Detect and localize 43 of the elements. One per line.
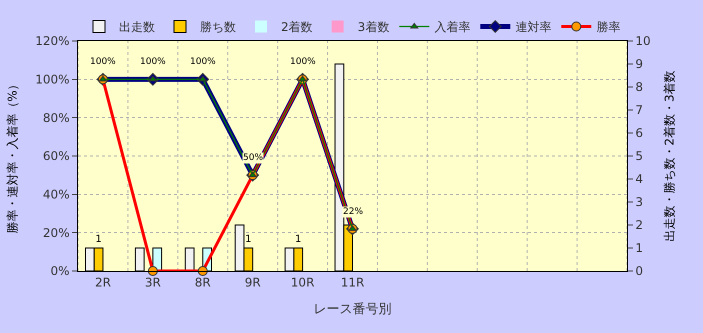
x-tick-label: 10R bbox=[290, 275, 314, 290]
legend-label: 3着数 bbox=[358, 20, 390, 34]
legend-label: 勝率 bbox=[596, 20, 620, 34]
data-label: 1 bbox=[245, 234, 252, 245]
y2-tick-label: 9 bbox=[635, 57, 644, 72]
legend-label: 勝ち数 bbox=[200, 20, 236, 34]
y2-tick-label: 7 bbox=[635, 103, 644, 118]
data-label: 1 bbox=[95, 234, 102, 245]
x-tick-label: 2R bbox=[94, 275, 111, 290]
y-tick-label: 20% bbox=[42, 226, 70, 240]
data-label: 100% bbox=[90, 57, 116, 67]
y-tick-label: 60% bbox=[42, 149, 70, 164]
data-label: 100% bbox=[140, 57, 166, 67]
data-label: 100% bbox=[290, 57, 316, 67]
y-tick-label: 100% bbox=[35, 72, 70, 87]
x-axis-title: レース番号別 bbox=[314, 302, 392, 317]
legend-label: 入着率 bbox=[434, 20, 470, 34]
data-label: 22% bbox=[343, 207, 364, 217]
y2-tick-label: 3 bbox=[635, 195, 644, 210]
y2-tick-label: 2 bbox=[635, 218, 644, 232]
data-label: 100% bbox=[190, 57, 216, 67]
legend-label: 連対率 bbox=[515, 20, 552, 34]
y2-tick-label: 8 bbox=[635, 80, 644, 94]
y2-tick-label: 6 bbox=[635, 126, 644, 140]
y2-tick-label: 5 bbox=[635, 149, 644, 164]
y2-tick-label: 10 bbox=[635, 34, 651, 48]
y-tick-label: 80% bbox=[42, 110, 70, 125]
data-label: 1 bbox=[295, 234, 302, 245]
y2-tick-label: 4 bbox=[635, 172, 644, 186]
legend-label: 2着数 bbox=[281, 20, 313, 34]
x-tick-label: 9R bbox=[244, 275, 261, 290]
y-tick-label: 0% bbox=[50, 264, 70, 278]
y2-tick-label: 1 bbox=[635, 241, 644, 256]
y-axis-title: 勝率・連対率・入着率（%） bbox=[6, 78, 20, 234]
x-tick-label: 11R bbox=[340, 275, 364, 290]
y-tick-label: 120% bbox=[35, 34, 70, 48]
y-tick-label: 40% bbox=[42, 188, 70, 202]
legend-label: 出走数 bbox=[119, 20, 155, 34]
x-tick-label: 8R bbox=[194, 275, 211, 290]
y2-axis-title: 出走数・勝ち数・2着数・3着数 bbox=[662, 70, 677, 242]
y2-tick-label: 0 bbox=[635, 264, 644, 278]
data-label: 50% bbox=[243, 153, 264, 163]
x-tick-label: 3R bbox=[144, 275, 161, 290]
